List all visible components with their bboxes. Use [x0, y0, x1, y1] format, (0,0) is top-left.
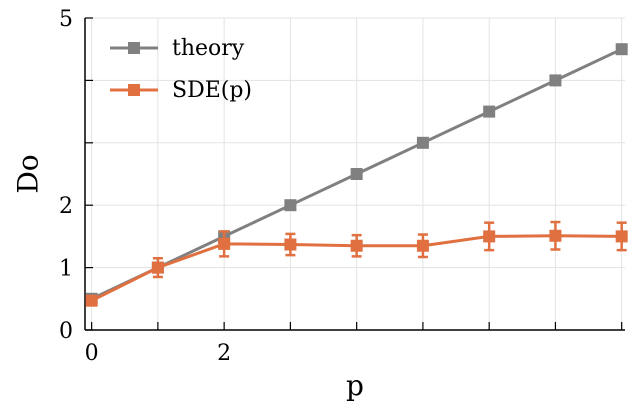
- data-point: [284, 238, 297, 251]
- data-point: [416, 239, 429, 252]
- series: [85, 43, 628, 307]
- data-point: [615, 230, 628, 243]
- data-point: [284, 199, 297, 212]
- legend-swatch-marker: [128, 84, 140, 96]
- legend-swatch-marker: [128, 42, 140, 54]
- data-point: [151, 261, 164, 274]
- y-axis-label: Do: [12, 154, 45, 193]
- y-tick-label: 2: [59, 194, 73, 219]
- x-tick-label: 2: [217, 341, 231, 366]
- x-tick-label: 0: [85, 341, 99, 366]
- data-point: [218, 237, 231, 250]
- data-point: [350, 239, 363, 252]
- axes: [84, 18, 625, 331]
- data-point: [549, 229, 562, 242]
- y-tick-label: 0: [59, 319, 73, 344]
- legend-label: SDE(p): [172, 78, 252, 103]
- y-tick-label: 1: [59, 257, 73, 282]
- data-point: [483, 105, 496, 118]
- ticks: 0 2 0 1 2 5: [59, 7, 623, 366]
- data-point: [416, 136, 429, 149]
- data-point: [549, 74, 562, 87]
- legend-label: theory: [172, 36, 245, 61]
- series-1: [85, 220, 628, 307]
- data-point: [85, 294, 98, 307]
- y-tick-label: 5: [59, 7, 73, 32]
- data-point: [350, 168, 363, 180]
- data-point: [483, 230, 496, 243]
- x-axis-label: p: [346, 369, 364, 402]
- data-point: [615, 43, 628, 56]
- legend: theory SDE(p): [110, 36, 252, 103]
